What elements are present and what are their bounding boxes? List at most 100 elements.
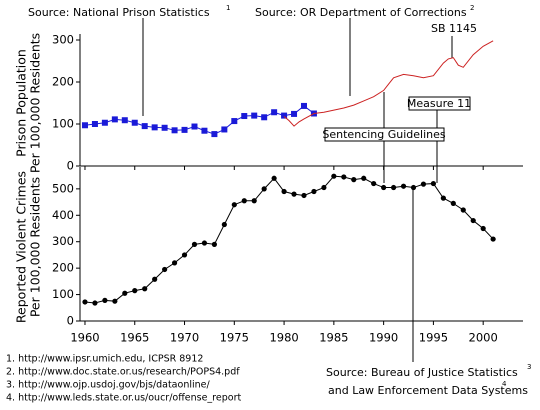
marker	[251, 112, 258, 119]
marker	[271, 109, 278, 116]
marker	[291, 110, 298, 117]
marker	[131, 119, 138, 126]
footnote: 3. http://www.ojp.usdoj.gov/bjs/dataonli…	[6, 380, 210, 391]
marker	[221, 221, 227, 228]
marker	[390, 184, 397, 191]
annotation-sup: 4	[502, 380, 507, 388]
marker	[341, 174, 347, 180]
marker	[241, 198, 247, 204]
marker	[410, 184, 417, 191]
marker	[440, 195, 446, 201]
y-axis-label: Per 100,000 Residents	[28, 177, 43, 317]
y-tick-label: 100	[52, 117, 74, 131]
marker	[82, 299, 88, 305]
y-tick-label: 500	[52, 181, 74, 195]
y-tick-label: 300	[52, 234, 74, 248]
annotation: Source: Bureau of Justice Statistics	[326, 366, 518, 379]
marker	[261, 186, 267, 192]
marker	[191, 241, 198, 247]
x-tick-label: 1980	[269, 331, 298, 345]
marker	[311, 188, 317, 195]
marker	[111, 116, 118, 123]
marker	[141, 123, 148, 130]
footnote: 4. http://www.leds.state.or.us/oucr/offe…	[6, 393, 241, 404]
marker	[420, 181, 427, 187]
footnote: 1. http://www.ipsr.umich.edu, ICPSR 8912	[6, 354, 203, 365]
annotation-sup: 1	[226, 4, 230, 12]
marker	[321, 184, 327, 191]
marker	[132, 288, 138, 294]
y-tick-label: 100	[52, 287, 74, 301]
x-tick-label: 1960	[70, 331, 99, 345]
annotation-sup: 3	[527, 363, 531, 371]
y-axis-label: Per 100,000 Residents	[28, 33, 43, 173]
marker	[490, 236, 496, 242]
y-tick-label: 0	[67, 314, 74, 328]
marker	[430, 180, 437, 187]
marker	[161, 124, 168, 131]
marker	[201, 127, 208, 134]
series-line	[84, 105, 315, 135]
y-tick-label: 0	[67, 159, 74, 173]
marker	[91, 121, 98, 127]
marker	[81, 122, 88, 129]
pointers	[142, 18, 453, 362]
marker	[480, 225, 486, 232]
annotation-box	[408, 96, 471, 111]
marker	[121, 117, 128, 124]
marker	[241, 113, 248, 120]
marker	[92, 300, 98, 306]
annotation: SB 1145	[431, 22, 477, 35]
marker	[281, 112, 288, 119]
y-axis-label: Reported Violent Crimes	[14, 171, 29, 323]
marker	[171, 260, 178, 266]
annotation-sup: 2	[470, 4, 474, 12]
y-axis-label: Prison Population	[14, 49, 29, 157]
marker	[122, 290, 128, 296]
y-tick-label: 200	[52, 75, 74, 89]
x-tick-label: 1970	[170, 331, 199, 345]
marker	[261, 114, 268, 121]
footnote: 2. http://www.doc.state.or.us/research/P…	[6, 367, 240, 378]
marker	[171, 127, 178, 134]
marker	[201, 240, 208, 246]
marker	[102, 297, 108, 303]
x-tick-label: 1995	[419, 331, 448, 345]
marker	[152, 276, 158, 282]
marker	[251, 198, 257, 204]
marker	[211, 241, 217, 247]
marker	[281, 188, 287, 195]
marker	[162, 266, 168, 273]
marker	[211, 131, 218, 138]
x-tick-label: 1985	[319, 331, 348, 345]
marker	[191, 123, 198, 130]
marker	[371, 180, 377, 187]
marker	[291, 191, 297, 197]
y-tick-label: 300	[52, 33, 74, 47]
y-tick-label: 400	[52, 208, 74, 222]
marker	[381, 184, 387, 191]
marker	[301, 192, 307, 199]
marker	[101, 119, 108, 126]
annotation: Measure 11	[407, 97, 471, 110]
y-tick-label: 200	[52, 261, 74, 275]
x-tick-label: 1975	[220, 331, 249, 345]
marker	[231, 118, 238, 125]
marker	[181, 126, 188, 133]
marker	[142, 286, 148, 292]
annotation: Source: National Prison Statistics	[28, 6, 210, 19]
series-line	[283, 40, 494, 127]
series-line	[84, 175, 494, 304]
x-tick-label: 1990	[369, 331, 398, 345]
marker	[112, 298, 118, 304]
annotation: Sentencing Guidelines	[322, 128, 445, 141]
marker	[221, 126, 228, 133]
marker	[231, 202, 237, 208]
marker	[450, 200, 456, 206]
marker	[181, 252, 188, 258]
annotation: and Law Enforcement Data Systems	[328, 384, 528, 397]
marker	[361, 175, 367, 181]
x-tick-label: 2000	[469, 331, 498, 345]
marker	[470, 217, 476, 224]
